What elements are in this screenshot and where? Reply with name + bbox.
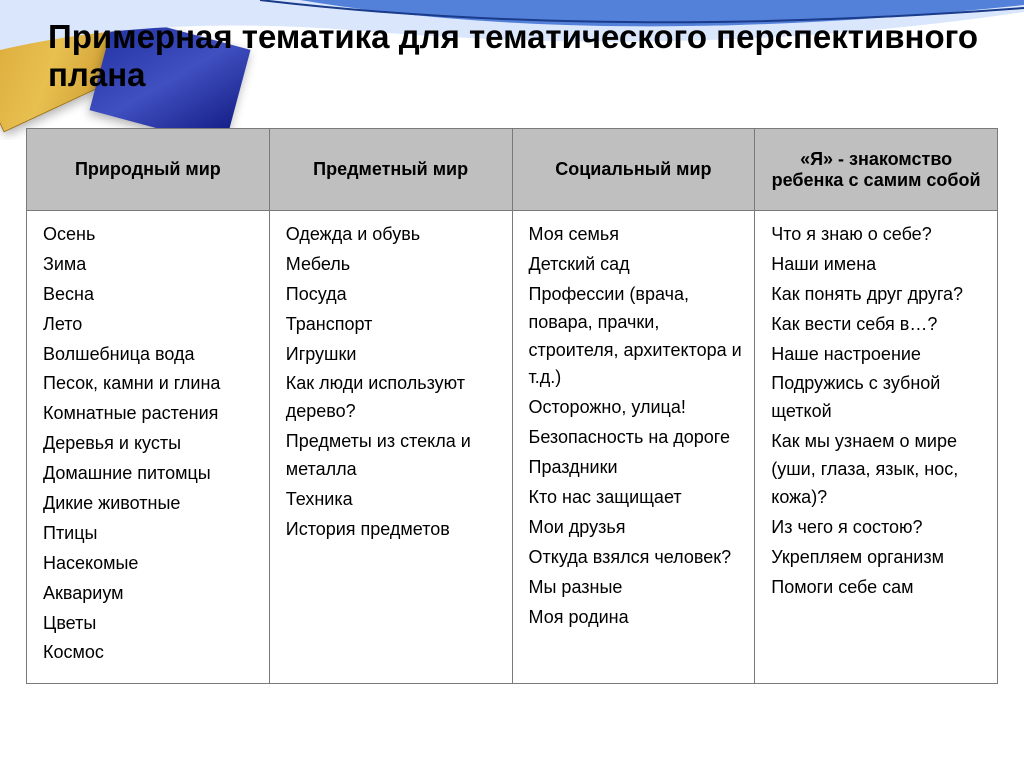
list-item: Космос: [43, 639, 257, 667]
list-item: Осень: [43, 221, 257, 249]
list-item: Безопасность на дороге: [529, 424, 743, 452]
list-item: История предметов: [286, 516, 500, 544]
list-item: Предметы из стекла и металла: [286, 428, 500, 484]
cell-0: ОсеньЗимаВеснаЛетоВолшебница водаПесок, …: [27, 211, 270, 684]
list-item: Откуда взялся человек?: [529, 544, 743, 572]
slide: Примерная тематика для тематического пер…: [0, 0, 1024, 768]
list-item: Что я знаю о себе?: [771, 221, 985, 249]
list-item: Укрепляем организм: [771, 544, 985, 572]
list-item: Техника: [286, 486, 500, 514]
list-item: Посуда: [286, 281, 500, 309]
list-item: Игрушки: [286, 341, 500, 369]
col-header-2: Социальный мир: [512, 129, 755, 211]
list-item: Детский сад: [529, 251, 743, 279]
list-item: Птицы: [43, 520, 257, 548]
list-item: Мы разные: [529, 574, 743, 602]
list-item: Песок, камни и глина: [43, 370, 257, 398]
list-item: Моя семья: [529, 221, 743, 249]
list-item: Как мы узнаем о мире (уши, глаза, язык, …: [771, 428, 985, 512]
list-item: Как вести себя в…?: [771, 311, 985, 339]
cell-2: Моя семьяДетский садПрофессии (врача, по…: [512, 211, 755, 684]
list-item: Кто нас защищает: [529, 484, 743, 512]
list-item: Помоги себе сам: [771, 574, 985, 602]
list-item: Весна: [43, 281, 257, 309]
list-item: Моя родина: [529, 604, 743, 632]
list-item: Профессии (врача, повара, прачки, строит…: [529, 281, 743, 393]
list-item: Волшебница вода: [43, 341, 257, 369]
list-item: Аквариум: [43, 580, 257, 608]
list-item: Зима: [43, 251, 257, 279]
col-header-1: Предметный мир: [269, 129, 512, 211]
content-table-wrap: Природный мир Предметный мир Социальный …: [26, 128, 998, 684]
list-item: Наши имена: [771, 251, 985, 279]
list-item: Лето: [43, 311, 257, 339]
list-item: Цветы: [43, 610, 257, 638]
list-item: Насекомые: [43, 550, 257, 578]
content-row: ОсеньЗимаВеснаЛетоВолшебница водаПесок, …: [27, 211, 998, 684]
list-item: Мои друзья: [529, 514, 743, 542]
list-item: Наше настроение: [771, 341, 985, 369]
list-item: Праздники: [529, 454, 743, 482]
list-item: Комнатные растения: [43, 400, 257, 428]
list-item: Подружись с зубной щеткой: [771, 370, 985, 426]
list-item: Одежда и обувь: [286, 221, 500, 249]
list-item: Деревья и кусты: [43, 430, 257, 458]
list-item: Как люди используют дерево?: [286, 370, 500, 426]
list-item: Домашние питомцы: [43, 460, 257, 488]
page-title: Примерная тематика для тематического пер…: [48, 18, 984, 94]
list-item: Транспорт: [286, 311, 500, 339]
list-item: Дикие животные: [43, 490, 257, 518]
cell-3: Что я знаю о себе?Наши именаКак понять д…: [755, 211, 998, 684]
cell-1: Одежда и обувьМебельПосудаТранспортИгруш…: [269, 211, 512, 684]
content-table: Природный мир Предметный мир Социальный …: [26, 128, 998, 684]
list-item: Как понять друг друга?: [771, 281, 985, 309]
list-item: Мебель: [286, 251, 500, 279]
col-header-3: «Я» - знакомство ребенка с самим собой: [755, 129, 998, 211]
list-item: Из чего я состою?: [771, 514, 985, 542]
list-item: Осторожно, улица!: [529, 394, 743, 422]
col-header-0: Природный мир: [27, 129, 270, 211]
header-row: Природный мир Предметный мир Социальный …: [27, 129, 998, 211]
